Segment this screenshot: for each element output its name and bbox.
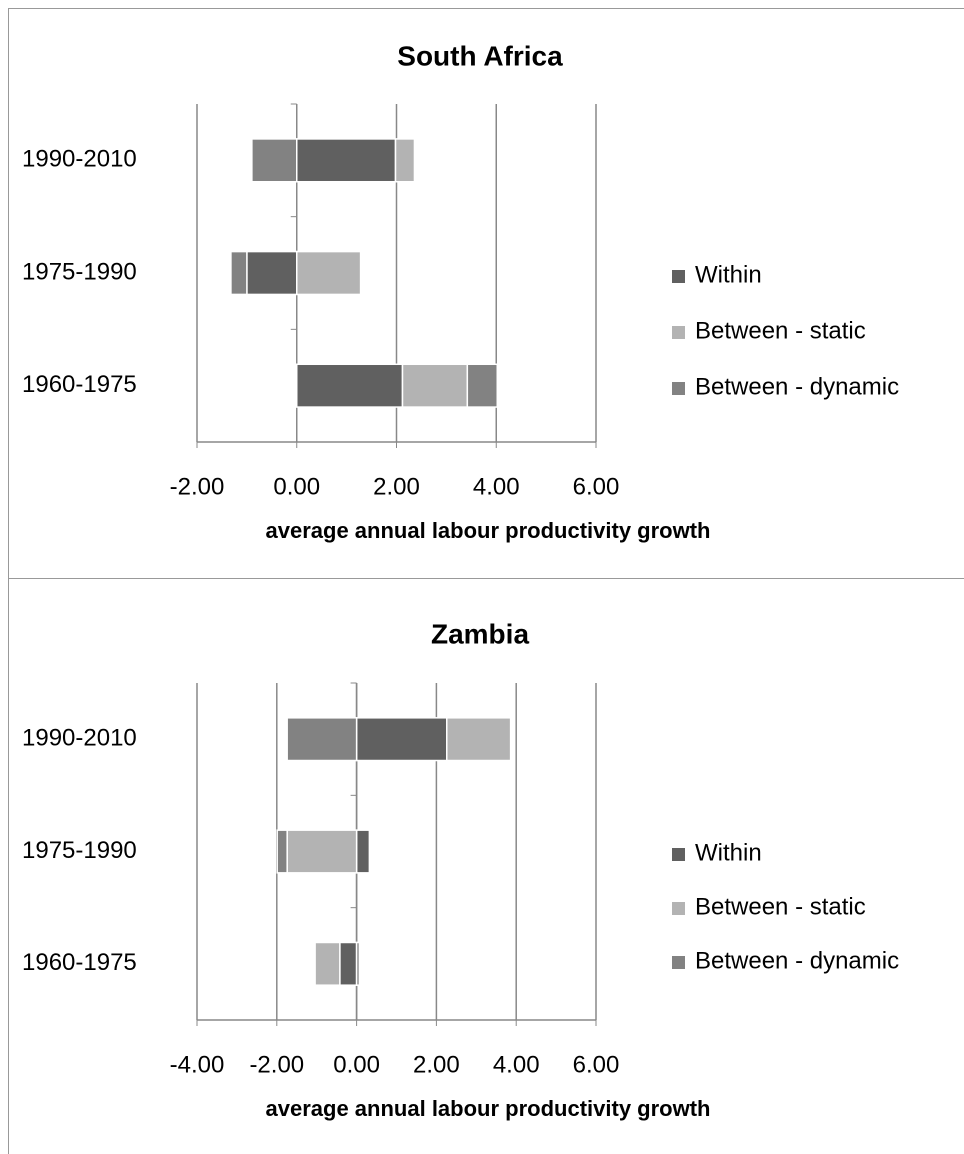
- legend-swatch: [672, 382, 685, 395]
- bar: [230, 250, 248, 296]
- x-tick-label: 4.00: [493, 1051, 540, 1078]
- x-tick-label: -2.00: [170, 473, 225, 500]
- y-tick-label: 1975-1990: [22, 837, 137, 864]
- legend-swatch: [672, 956, 685, 969]
- legend-label: Between - static: [695, 317, 866, 344]
- x-axis-title: average annual labour productivity growt…: [266, 1096, 711, 1121]
- bar: [296, 138, 397, 183]
- bar: [286, 717, 358, 762]
- y-tick-label: 1960-1975: [22, 949, 137, 976]
- x-tick-label: -2.00: [249, 1051, 304, 1078]
- chart-title: South Africa: [397, 40, 563, 71]
- bar: [401, 363, 469, 408]
- x-tick-label: 4.00: [473, 473, 520, 500]
- x-tick-label: 0.00: [333, 1051, 380, 1078]
- legend-swatch: [672, 848, 685, 861]
- bar: [286, 829, 358, 874]
- bar: [466, 363, 498, 408]
- legend-swatch: [672, 902, 685, 915]
- y-tick-label: 1990-2010: [22, 725, 137, 752]
- x-axis-title: average annual labour productivity growt…: [266, 518, 711, 543]
- x-tick-label: -4.00: [170, 1051, 225, 1078]
- bar: [339, 941, 358, 986]
- legend-label: Between - static: [695, 893, 866, 920]
- bar: [355, 829, 371, 874]
- legend-label: Within: [695, 839, 762, 866]
- x-tick-label: 0.00: [273, 473, 320, 500]
- bar: [355, 941, 361, 986]
- legend-label: Within: [695, 261, 762, 288]
- x-tick-label: 6.00: [573, 1051, 620, 1078]
- bar: [355, 717, 448, 762]
- y-tick-label: 1990-2010: [22, 146, 137, 173]
- legend-swatch: [672, 270, 685, 283]
- bar: [314, 941, 341, 986]
- bar: [246, 250, 298, 296]
- x-tick-label: 6.00: [573, 473, 620, 500]
- legend-swatch: [672, 326, 685, 339]
- bar: [276, 829, 288, 874]
- bar: [251, 138, 298, 183]
- chart-title: Zambia: [431, 618, 529, 649]
- bar: [446, 717, 512, 762]
- x-tick-label: 2.00: [413, 1051, 460, 1078]
- y-tick-label: 1975-1990: [22, 258, 137, 285]
- legend-label: Between - dynamic: [695, 373, 899, 400]
- bar: [296, 250, 362, 296]
- legend-label: Between - dynamic: [695, 947, 899, 974]
- bar: [296, 363, 404, 408]
- y-tick-label: 1960-1975: [22, 371, 137, 398]
- x-tick-label: 2.00: [373, 473, 420, 500]
- bar: [394, 138, 416, 183]
